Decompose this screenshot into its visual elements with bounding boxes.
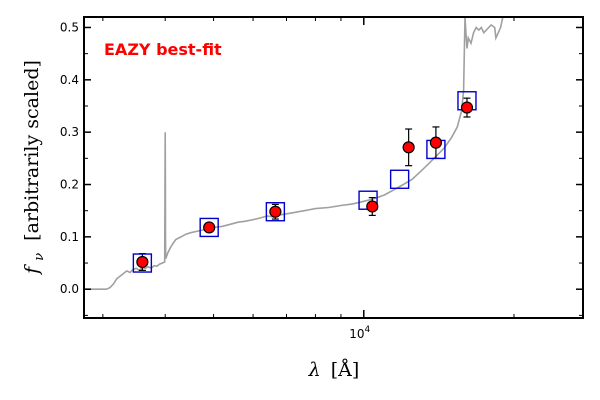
chart-annotation: EAZY best-fit <box>104 40 222 59</box>
y-tick-label: 0.3 <box>60 125 79 139</box>
observed-point-layer <box>136 101 474 269</box>
model-flux-square <box>389 169 410 189</box>
observed-flux-point <box>269 205 282 218</box>
observed-flux-point <box>429 136 443 149</box>
x-axis-label-symbol: λ <box>308 359 321 381</box>
plot-background <box>84 17 583 318</box>
y-axis-label-subscript: ν <box>32 253 47 261</box>
observed-flux-point <box>366 200 379 213</box>
x-tick-label: 104 <box>349 325 370 341</box>
model-flux-square <box>132 253 153 273</box>
y-tick-label: 0.4 <box>60 73 79 87</box>
observed-flux-point <box>402 141 415 154</box>
y-tick-label: 0.5 <box>60 20 79 34</box>
x-axis-label: λ [Å] <box>308 359 360 381</box>
y-tick-label: 0.2 <box>60 178 79 192</box>
y-tick-label: 0.1 <box>60 230 79 244</box>
observed-flux-point <box>136 255 149 269</box>
observed-flux-point <box>203 221 216 234</box>
y-axis-label: f ν [arbitrarily scaled] <box>21 60 48 276</box>
y-tick-label: 0.0 <box>60 282 79 296</box>
observed-flux-point <box>460 101 474 114</box>
model-flux-square <box>265 202 286 222</box>
model-flux-square <box>199 217 219 238</box>
x-axis-label-unit: [Å] <box>331 359 360 381</box>
y-axis-label-text: [arbitrarily scaled] <box>21 60 43 241</box>
plot-frame <box>83 16 584 319</box>
y-axis-label-symbol: f <box>21 264 43 276</box>
